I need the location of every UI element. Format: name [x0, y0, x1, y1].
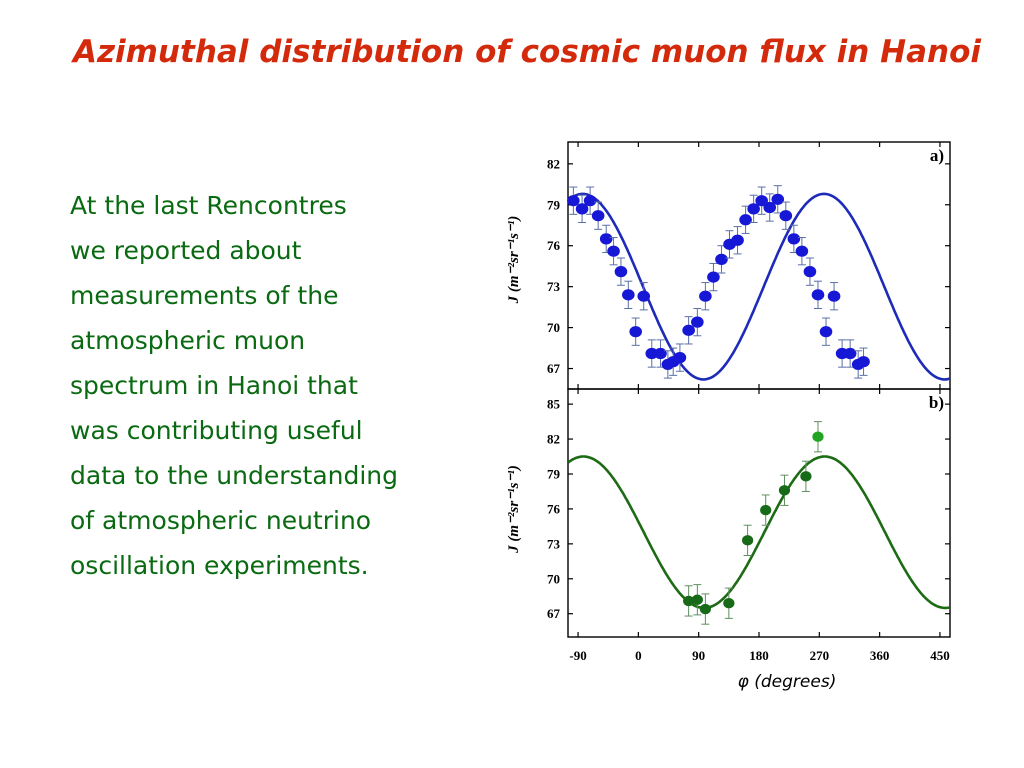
data-point: [812, 431, 824, 442]
data-point: [747, 203, 760, 215]
y-tick-label: 76: [547, 501, 561, 516]
body-line: of atmospheric neutrino: [70, 506, 372, 535]
plot-frame: [567, 141, 951, 390]
data-point: [779, 210, 793, 222]
data-point: [760, 504, 772, 516]
slide-title: Azimuthal distribution of cosmic muon fl…: [72, 34, 982, 70]
data-point: [673, 352, 687, 364]
data-point: [614, 266, 628, 278]
data-point: [795, 245, 809, 257]
data-point: [645, 347, 659, 360]
y-axis-label: J (m⁻²sr⁻¹s⁻¹): [506, 216, 522, 305]
data-point: [629, 326, 642, 338]
body-line: measurements of the: [70, 281, 339, 310]
y-tick-label: 85: [547, 397, 561, 412]
data-point: [699, 603, 711, 615]
data-point: [755, 195, 768, 207]
y-tick-label: 79: [547, 197, 561, 212]
x-tick-label: 270: [810, 648, 830, 663]
y-tick-label: 70: [547, 320, 560, 335]
fit-curve: [568, 455, 950, 610]
body-line: At the last Rencontres: [70, 191, 347, 220]
y-tick-label: 79: [547, 466, 561, 481]
body-line: atmospheric muon: [70, 326, 306, 355]
y-tick-label: 73: [547, 536, 561, 551]
body-text: At the last Rencontres we reported about…: [70, 183, 490, 588]
x-tick-label: 90: [692, 648, 705, 663]
x-axis-label: φ (degrees): [738, 672, 837, 692]
chart-panel-b: 67 70 73 76 79 82 85 -90 0 90 180 270 360 450 b) J (m⁻²…: [506, 388, 951, 692]
data-point: [857, 356, 870, 368]
data-point: [723, 598, 735, 609]
data-point: [715, 253, 728, 265]
y-tick-label: 67: [547, 606, 561, 621]
data-point: [591, 210, 605, 222]
chart-panel-a: 67 70 73 76 79 82 a) J (m⁻²sr⁻¹s⁻¹): [506, 141, 951, 390]
y-axis-label: J (m⁻²sr⁻¹s⁻¹): [506, 465, 522, 554]
data-point: [707, 271, 720, 283]
y-tick-label: 67: [547, 361, 561, 376]
body-line: was contributing useful: [70, 416, 363, 445]
y-tick-label: 70: [547, 571, 560, 586]
data-point: [819, 326, 833, 338]
data-point: [691, 316, 704, 328]
y-tick-label: 82: [547, 432, 560, 447]
data-point: [691, 594, 703, 605]
data-point: [843, 347, 857, 360]
data-point: [575, 203, 589, 215]
data-point: [811, 289, 825, 301]
y-tick-label: 82: [547, 156, 560, 171]
data-point: [731, 234, 744, 246]
data-point: [622, 289, 635, 301]
x-tick-label: 450: [930, 648, 950, 663]
data-point: [778, 485, 791, 496]
data-point: [787, 233, 801, 245]
data-point: [682, 324, 695, 336]
data-point: [827, 290, 841, 302]
data-point: [742, 535, 754, 546]
x-tick-label: 180: [749, 648, 769, 663]
data-point: [654, 347, 667, 360]
data-point: [800, 471, 812, 482]
y-tick-label: 76: [547, 238, 561, 253]
panel-label: a): [930, 146, 944, 165]
x-tick-label: 0: [635, 648, 642, 663]
data-point: [683, 595, 695, 607]
body-line: we reported about: [70, 236, 302, 265]
data-point: [607, 245, 620, 257]
data-point: [763, 201, 777, 214]
plot-frame: [567, 388, 951, 638]
data-point: [739, 214, 752, 226]
data-point: [583, 195, 597, 207]
body-line: data to the understanding: [70, 461, 399, 490]
x-tick-label: 360: [870, 648, 890, 663]
x-tick-label: -90: [569, 648, 586, 663]
y-tick-label: 73: [547, 279, 561, 294]
body-line: oscillation experiments.: [70, 551, 369, 580]
data-point: [599, 233, 613, 245]
body-line: spectrum in Hanoi that: [70, 371, 358, 400]
data-point: [699, 290, 712, 302]
fit-curve: [568, 192, 950, 381]
panel-label: b): [929, 393, 944, 412]
data-point: [771, 193, 785, 205]
data-point: [803, 266, 817, 278]
data-point: [637, 290, 651, 302]
data-point: [567, 195, 580, 207]
